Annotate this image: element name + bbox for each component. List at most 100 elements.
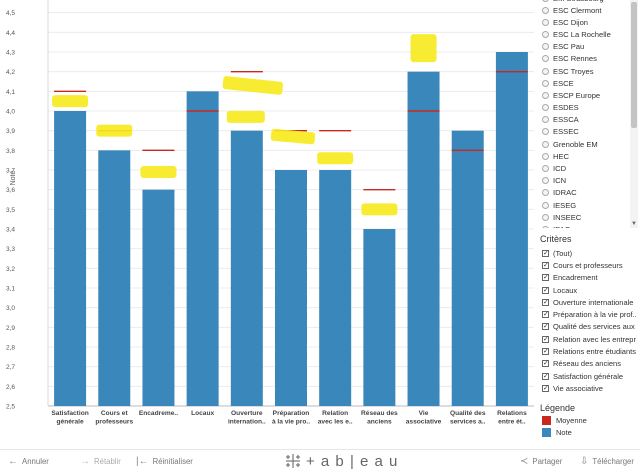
criteria-option[interactable]: ✓ Relations entre étudiants <box>536 345 636 357</box>
checkbox-checked-icon[interactable]: ✓ <box>542 249 549 257</box>
y-tick-label: 4,2 <box>6 69 15 76</box>
criteria-option[interactable]: ✓ (Tout) <box>536 247 636 259</box>
radio-button[interactable] <box>542 164 549 172</box>
school-option[interactable]: ESC Troyes <box>536 65 630 77</box>
radio-button[interactable] <box>542 152 549 160</box>
checkbox-checked-icon[interactable]: ✓ <box>542 323 549 331</box>
school-option[interactable]: ESCP Europe <box>536 89 630 101</box>
school-option[interactable]: ESSCA <box>536 114 630 126</box>
criteria-option[interactable]: ✓ Qualité des services aux ... <box>536 321 636 333</box>
radio-button[interactable] <box>542 6 549 14</box>
radio-button[interactable] <box>542 140 549 148</box>
radio-button[interactable] <box>542 79 549 87</box>
school-option[interactable]: IPAG <box>536 223 630 228</box>
radio-button[interactable] <box>542 0 549 2</box>
criteria-option[interactable]: ✓ Préparation à la vie prof... <box>536 308 636 320</box>
bar-note <box>363 229 396 406</box>
radio-button[interactable] <box>542 177 549 185</box>
y-tick-label: 4,3 <box>6 50 15 57</box>
x-tick-label: à la vie pro.. <box>272 419 310 426</box>
checkbox-checked-icon[interactable]: ✓ <box>542 372 549 380</box>
school-list-scrollbar[interactable]: ▼ <box>630 0 638 228</box>
school-option-label: ESC Pau <box>553 42 585 52</box>
criteria-option[interactable]: ✓ Locaux <box>536 284 636 296</box>
radio-button[interactable] <box>542 116 549 124</box>
school-option-label: ESSCA <box>553 115 579 125</box>
x-tick-label: Satisfaction <box>51 410 88 417</box>
highlighter-mark <box>96 124 133 137</box>
radio-button[interactable] <box>542 91 549 99</box>
checkbox-checked-icon[interactable]: ✓ <box>542 286 549 294</box>
radio-button[interactable] <box>542 43 549 51</box>
x-tick-label: avec les e.. <box>318 419 353 426</box>
school-option[interactable]: ESC Dijon <box>536 16 630 28</box>
criteria-option[interactable]: ✓ Cours et professeurs <box>536 259 636 271</box>
criteria-option[interactable]: ✓ Vie associative <box>536 382 636 394</box>
radio-button[interactable] <box>542 225 549 228</box>
school-option[interactable]: HEC <box>536 150 630 162</box>
y-tick-label: 3,9 <box>6 128 15 135</box>
redo-button[interactable]: → Rétablir <box>80 456 121 467</box>
reset-button[interactable]: |← Réinitialiser <box>136 456 193 467</box>
checkbox-checked-icon[interactable]: ✓ <box>542 261 549 269</box>
criteria-option[interactable]: ✓ Relation avec les entrepr... <box>536 333 636 345</box>
x-tick-label: Relation <box>322 410 348 417</box>
school-option[interactable]: IDRAC <box>536 187 630 199</box>
radio-button[interactable] <box>542 189 549 197</box>
school-option[interactable]: EM Strasbourg <box>536 0 630 4</box>
share-icon: ≺ <box>520 456 529 467</box>
criteria-option[interactable]: ✓ Réseau des anciens <box>536 358 636 370</box>
school-option[interactable]: ESCE <box>536 77 630 89</box>
radio-button[interactable] <box>542 18 549 26</box>
download-button[interactable]: ⇩ Télécharger <box>580 456 634 467</box>
radio-button[interactable] <box>542 128 549 136</box>
checkbox-checked-icon[interactable]: ✓ <box>542 348 549 356</box>
x-tick-label: internation.. <box>228 419 266 426</box>
school-option[interactable]: INSEEC <box>536 211 630 223</box>
checkbox-checked-icon[interactable]: ✓ <box>542 335 549 343</box>
radio-button[interactable] <box>542 31 549 39</box>
school-option-label: IPAG <box>553 225 571 228</box>
school-option[interactable]: ESC Rennes <box>536 53 630 65</box>
redo-arrow-icon: → <box>80 456 90 467</box>
school-option[interactable]: ESDES <box>536 102 630 114</box>
school-option[interactable]: Grenoble EM <box>536 138 630 150</box>
share-button[interactable]: ≺ Partager <box>520 456 562 467</box>
criteria-option[interactable]: ✓ Encadrement <box>536 272 636 284</box>
school-option[interactable]: ESC La Rochelle <box>536 29 630 41</box>
bar-chart: 2,5 2,6 2,7 2,8 2,9 3,0 3,1 3,2 3,3 3,4 3,5 3,6 3,7 3… <box>6 0 534 426</box>
y-tick-label: 2,8 <box>6 345 15 352</box>
checkbox-checked-icon[interactable]: ✓ <box>542 274 549 282</box>
criteria-option-label: Qualité des services aux ... <box>553 322 636 332</box>
bar-note <box>407 71 440 407</box>
criteria-option[interactable]: ✓ Ouverture internationale <box>536 296 636 308</box>
scroll-down-arrow-icon[interactable]: ▼ <box>631 221 637 227</box>
scrollbar-thumb[interactable] <box>631 2 637 128</box>
school-option[interactable]: ESC Pau <box>536 41 630 53</box>
radio-button[interactable] <box>542 201 549 209</box>
school-option[interactable]: ICN <box>536 175 630 187</box>
radio-button[interactable] <box>542 67 549 75</box>
school-option[interactable]: ICD <box>536 162 630 174</box>
x-tick-label: Préparation <box>273 410 310 417</box>
tableau-logo[interactable]: + a b | e a u <box>284 452 398 470</box>
undo-button[interactable]: ← Annuler <box>8 456 49 467</box>
school-option[interactable]: IESEG <box>536 199 630 211</box>
school-option[interactable]: ESSEC <box>536 126 630 138</box>
checkbox-checked-icon[interactable]: ✓ <box>542 311 549 319</box>
school-option-label: HEC <box>553 151 570 161</box>
radio-button[interactable] <box>542 213 549 221</box>
checkbox-checked-icon[interactable]: ✓ <box>542 360 549 368</box>
legend-swatch-note <box>542 427 551 437</box>
radio-button[interactable] <box>542 104 549 112</box>
radio-button[interactable] <box>542 55 549 63</box>
school-option[interactable]: ESC Clermont <box>536 4 630 16</box>
checkbox-checked-icon[interactable]: ✓ <box>542 384 549 392</box>
y-tick-label: 2,5 <box>6 404 15 411</box>
checkbox-checked-icon[interactable]: ✓ <box>542 298 549 306</box>
bar-note <box>495 52 528 406</box>
criteria-option[interactable]: ✓ Satisfaction générale <box>536 370 636 382</box>
redo-label: Rétablir <box>94 457 121 466</box>
share-label: Partager <box>532 457 563 466</box>
x-tick-label: Relations <box>497 410 527 417</box>
